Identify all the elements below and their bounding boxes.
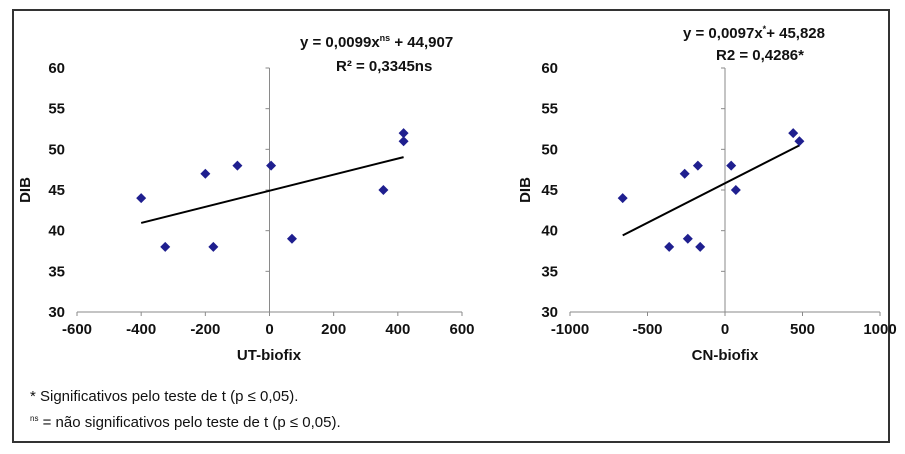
- data-point: [664, 241, 675, 252]
- regression-equation: y = 0,0099xns + 44,907: [300, 33, 453, 51]
- x-tick-label: -600: [62, 321, 92, 338]
- x-tick-label: 600: [449, 321, 474, 338]
- r-squared: R2 = 0,4286*: [716, 47, 804, 64]
- y-tick-label: 55: [541, 101, 558, 118]
- y-tick-label: 40: [541, 223, 558, 240]
- data-point: [794, 136, 805, 147]
- y-tick-label: 60: [541, 60, 558, 77]
- footnotes: * Significativos pelo teste de t (p ≤ 0,…: [30, 386, 341, 434]
- data-point: [679, 168, 690, 179]
- chart-panel-2: 30 35 40 45 50 55 60 -1000 -500 0 500 1000 CN-biofix…: [517, 24, 897, 364]
- equation-main: y = 0,0097x: [683, 25, 763, 42]
- data-point: [695, 241, 706, 252]
- data-point: [208, 241, 219, 252]
- y-axis-label: DIB: [17, 177, 34, 203]
- data-point: [726, 160, 737, 171]
- chart-panel-1: 30 35 40 45 50 55 60 -600 -400 -200 0 200 400 600 UT-b…: [17, 33, 475, 364]
- y-tick-label: 30: [48, 304, 65, 321]
- equation-main: y = 0,0099x: [300, 34, 380, 51]
- trend-line: [622, 144, 800, 237]
- y-tick-label: 50: [48, 141, 65, 158]
- data-point: [266, 160, 277, 171]
- y-tick-label: 35: [541, 263, 558, 280]
- y-axis-label: DIB: [517, 177, 534, 203]
- data-point: [692, 160, 703, 171]
- y-tick-label: 45: [48, 182, 65, 199]
- y-tick-label: 35: [48, 263, 65, 280]
- x-tick-label: 0: [721, 321, 729, 338]
- data-point: [682, 233, 693, 244]
- footnote-significant: * Significativos pelo teste de t (p ≤ 0,…: [30, 388, 299, 405]
- r-squared: R² = 0,3345ns: [336, 58, 432, 75]
- data-point: [617, 193, 628, 204]
- x-tick-label: -400: [126, 321, 156, 338]
- x-axis-label: UT-biofix: [237, 347, 302, 364]
- data-point: [136, 193, 147, 204]
- footnote-not-significant: ns = não significativos pelo teste de t …: [30, 408, 341, 434]
- x-tick-label: -500: [632, 321, 662, 338]
- ns-superscript: ns: [30, 414, 39, 423]
- figure-frame: [12, 9, 890, 443]
- equation-superscript: ns: [380, 33, 391, 43]
- y-tick-label: 50: [541, 141, 558, 158]
- y-tick-label: 30: [541, 304, 558, 321]
- data-point: [160, 241, 171, 252]
- x-tick-label: 500: [790, 321, 815, 338]
- data-point: [398, 136, 409, 147]
- data-point: [378, 185, 389, 195]
- data-point: [200, 168, 211, 179]
- x-tick-label: 200: [321, 321, 346, 338]
- data-point: [232, 160, 243, 171]
- data-point: [286, 233, 297, 244]
- y-tick-label: 45: [541, 182, 558, 199]
- data-point: [788, 128, 799, 139]
- x-tick-label: -1000: [551, 321, 589, 338]
- equation-tail: + 44,907: [390, 34, 453, 51]
- footnote-ns-text: = não significativos pelo teste de t (p …: [38, 414, 341, 431]
- y-tick-label: 60: [48, 60, 65, 77]
- x-axis-label: CN-biofix: [692, 347, 759, 364]
- y-tick-label: 40: [48, 223, 65, 240]
- data-point: [398, 128, 409, 139]
- x-tick-label: 0: [265, 321, 273, 338]
- x-tick-label: 1000: [863, 321, 896, 338]
- regression-equation: y = 0,0097x*+ 45,828: [683, 24, 825, 42]
- equation-superscript: *: [763, 24, 767, 34]
- y-tick-label: 55: [48, 101, 65, 118]
- x-tick-label: 400: [385, 321, 410, 338]
- x-tick-label: -200: [190, 321, 220, 338]
- data-point: [730, 185, 741, 195]
- equation-tail: + 45,828: [766, 25, 825, 42]
- trend-line: [140, 156, 404, 224]
